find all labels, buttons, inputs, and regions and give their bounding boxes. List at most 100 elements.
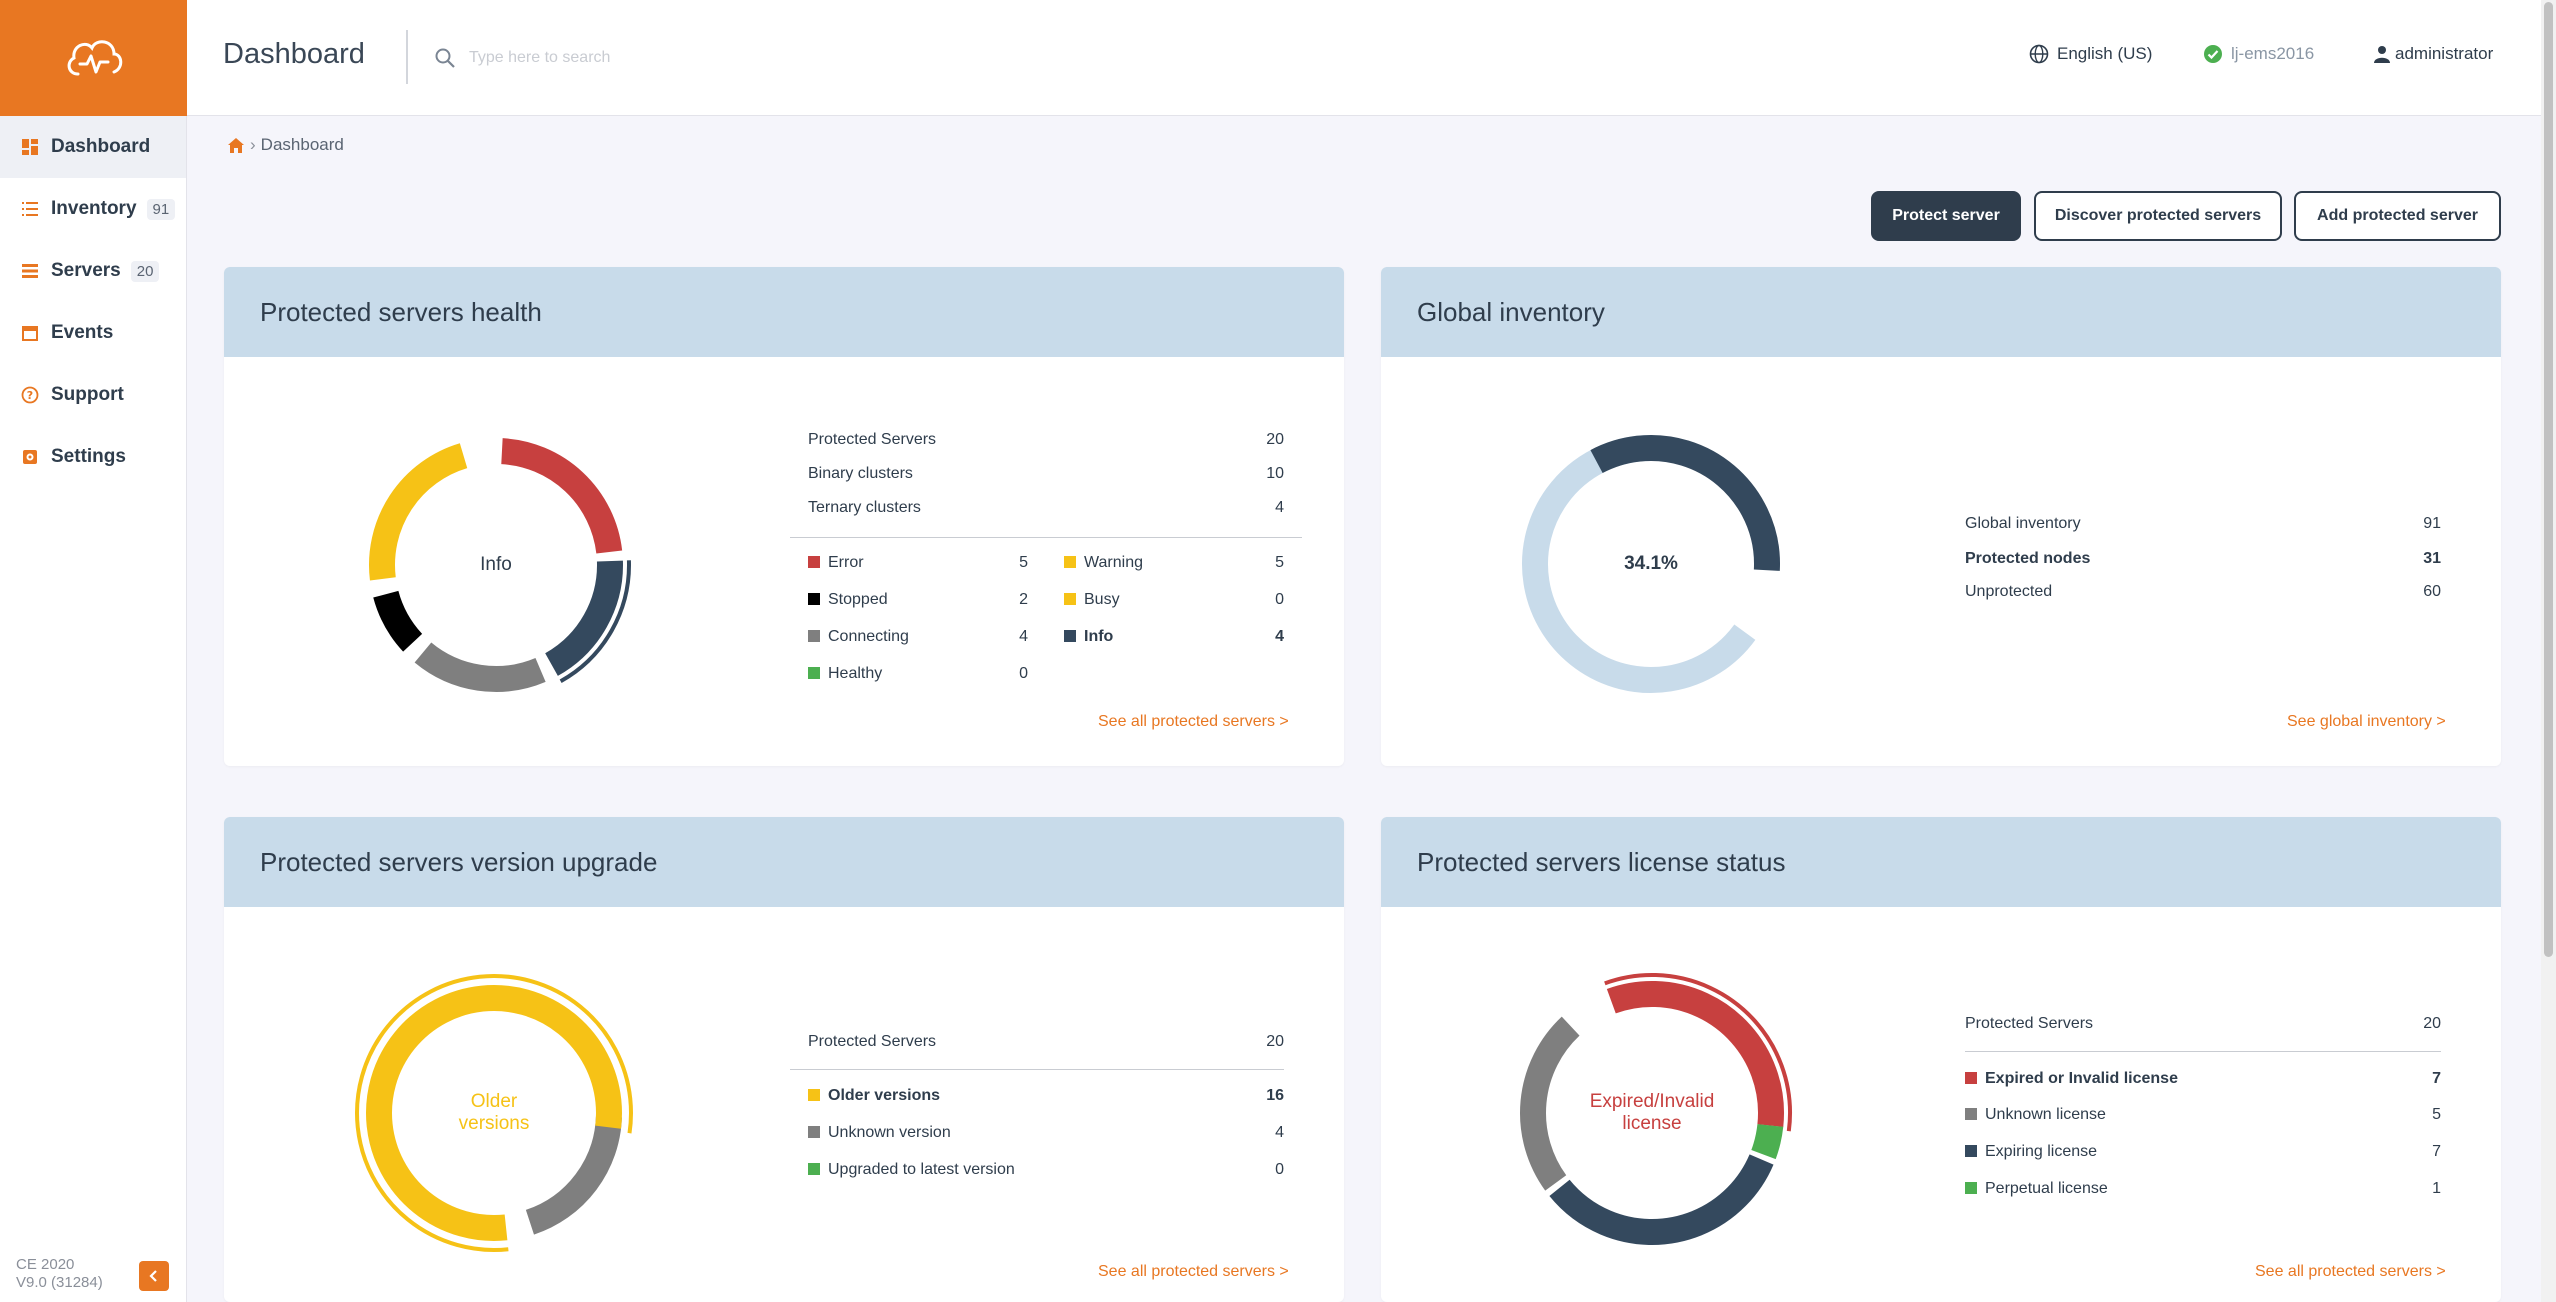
card-title: Protected servers license status xyxy=(1381,817,2501,907)
status-row-error[interactable]: Error 5 xyxy=(808,554,1028,572)
center-label-line2: license xyxy=(1622,1113,1682,1134)
status-row-healthy[interactable]: Healthy 0 xyxy=(808,665,1028,683)
older-versions-selected-outline xyxy=(355,974,633,1252)
status-row-info[interactable]: Info 4 xyxy=(1064,628,1284,646)
scrollbar-thumb[interactable] xyxy=(2544,2,2553,957)
search-input[interactable] xyxy=(469,42,1069,74)
see-global-inventory-link[interactable]: See global inventory > xyxy=(2287,713,2446,730)
center-label-line2: versions xyxy=(458,1113,530,1134)
summary-row: Protected Servers 20 xyxy=(808,431,1284,449)
servers-icon xyxy=(20,261,40,281)
user-icon xyxy=(2374,46,2390,63)
row-value: 31 xyxy=(2423,550,2441,567)
row-value: 4 xyxy=(1275,628,1284,645)
protect-server-button[interactable]: Protect server xyxy=(1871,191,2021,241)
breadcrumb-current: Dashboard xyxy=(260,135,344,154)
status-row-busy[interactable]: Busy 0 xyxy=(1064,591,1284,609)
row-label: Stopped xyxy=(828,591,888,608)
license-row-expiring[interactable]: Expiring license 7 xyxy=(1965,1143,2441,1161)
app-logo[interactable] xyxy=(0,0,187,116)
row-value: 1 xyxy=(2432,1180,2441,1197)
unknown-license-swatch xyxy=(1965,1108,1977,1120)
unknown-license-segment[interactable] xyxy=(1502,963,1802,1263)
row-value: 60 xyxy=(2423,583,2441,600)
healthy-swatch xyxy=(808,667,820,679)
info-swatch xyxy=(1064,630,1076,642)
page-scrollbar[interactable] xyxy=(2541,0,2556,1302)
see-all-protected-servers-link[interactable]: See all protected servers > xyxy=(1098,713,1289,730)
health-donut-label: Info xyxy=(480,554,512,575)
sidebar-item-support[interactable]: ? Support xyxy=(0,364,186,426)
license-row-unknown[interactable]: Unknown license 5 xyxy=(1965,1106,2441,1124)
collapse-sidebar-button[interactable] xyxy=(139,1261,169,1291)
license-row-perpetual[interactable]: Perpetual license 1 xyxy=(1965,1180,2441,1198)
inventory-donut-label: 34.1% xyxy=(1624,553,1678,574)
cloud-heartbeat-icon xyxy=(67,40,122,76)
gear-icon xyxy=(20,447,40,467)
sidebar-item-label: Servers xyxy=(51,260,121,281)
sidebar-item-servers[interactable]: Servers 20 xyxy=(0,240,186,302)
breadcrumb-separator: › xyxy=(250,135,256,154)
globe-icon xyxy=(2029,44,2049,64)
version-label: V9.0 (31284) xyxy=(16,1274,103,1291)
row-value: 0 xyxy=(1275,591,1284,608)
see-all-protected-servers-link[interactable]: See all protected servers > xyxy=(1098,1263,1289,1280)
row-value: 4 xyxy=(1275,1124,1284,1141)
server-status[interactable]: lj-ems2016 xyxy=(2203,44,2314,64)
version-row-unknown[interactable]: Unknown version 4 xyxy=(808,1124,1284,1142)
expired-swatch xyxy=(1965,1072,1977,1084)
user-name: administrator xyxy=(2395,44,2494,63)
user-menu[interactable]: administrator xyxy=(2373,44,2493,64)
inventory-donut-chart[interactable] xyxy=(1511,424,1791,704)
sidebar-item-inventory[interactable]: Inventory 91 xyxy=(0,178,186,240)
version-row-latest[interactable]: Upgraded to latest version 0 xyxy=(808,1161,1284,1179)
stopped-segment[interactable] xyxy=(356,425,636,705)
divider xyxy=(790,537,1302,538)
row-label: Ternary clusters xyxy=(808,499,921,516)
sidebar-item-events[interactable]: Events xyxy=(0,302,186,364)
license-donut-chart[interactable] xyxy=(1502,963,1802,1263)
row-label: Connecting xyxy=(828,628,909,645)
sidebar-item-settings[interactable]: Settings xyxy=(0,426,186,488)
row-value: 91 xyxy=(2423,515,2441,532)
summary-row: Protected Servers 20 xyxy=(1965,1015,2441,1033)
row-value: 0 xyxy=(1019,665,1028,682)
edition-label: CE 2020 xyxy=(16,1256,75,1273)
add-protected-server-button[interactable]: Add protected server xyxy=(2294,191,2501,241)
unprotected-segment[interactable] xyxy=(1511,424,1791,704)
unknown-swatch xyxy=(808,1126,820,1138)
language-selector[interactable]: English (US) xyxy=(2029,44,2152,64)
status-row-connecting[interactable]: Connecting 4 xyxy=(808,628,1028,646)
row-label: Protected nodes xyxy=(1965,550,2091,567)
license-row-expired[interactable]: Expired or Invalid license 7 xyxy=(1965,1070,2441,1088)
row-label: Global inventory xyxy=(1965,515,2081,532)
error-segment[interactable] xyxy=(369,438,623,692)
card-title: Protected servers version upgrade xyxy=(224,817,1344,907)
row-value: 7 xyxy=(2432,1143,2441,1160)
status-row-stopped[interactable]: Stopped 2 xyxy=(808,591,1028,609)
connecting-segment[interactable] xyxy=(356,425,636,705)
home-icon[interactable] xyxy=(227,137,245,154)
sidebar-item-label: Settings xyxy=(51,446,126,467)
row-label: Unknown version xyxy=(828,1124,951,1141)
version-row-older[interactable]: Older versions 16 xyxy=(808,1087,1284,1105)
health-donut-chart[interactable] xyxy=(356,425,636,705)
row-label: Expired or Invalid license xyxy=(1985,1070,2178,1087)
expiring-swatch xyxy=(1965,1145,1977,1157)
see-all-protected-servers-link[interactable]: See all protected servers > xyxy=(2255,1263,2446,1280)
row-label: Expiring license xyxy=(1985,1143,2098,1160)
discover-protected-servers-button[interactable]: Discover protected servers xyxy=(2034,191,2282,241)
row-label: Perpetual license xyxy=(1985,1180,2108,1197)
row-value: 20 xyxy=(2423,1015,2441,1032)
card-title: Protected servers health xyxy=(224,267,1344,357)
chevron-left-icon xyxy=(149,1270,157,1282)
page-title: Dashboard xyxy=(223,38,365,70)
row-label: Unknown license xyxy=(1985,1106,2106,1123)
check-circle-icon xyxy=(2204,45,2222,63)
row-value: 10 xyxy=(1266,465,1284,482)
sidebar-item-dashboard[interactable]: Dashboard xyxy=(0,116,186,178)
info-segment[interactable] xyxy=(369,438,623,692)
row-label: Upgraded to latest version xyxy=(828,1161,1015,1178)
status-row-warning[interactable]: Warning 5 xyxy=(1064,554,1284,572)
upgrade-donut-chart[interactable] xyxy=(344,963,644,1263)
